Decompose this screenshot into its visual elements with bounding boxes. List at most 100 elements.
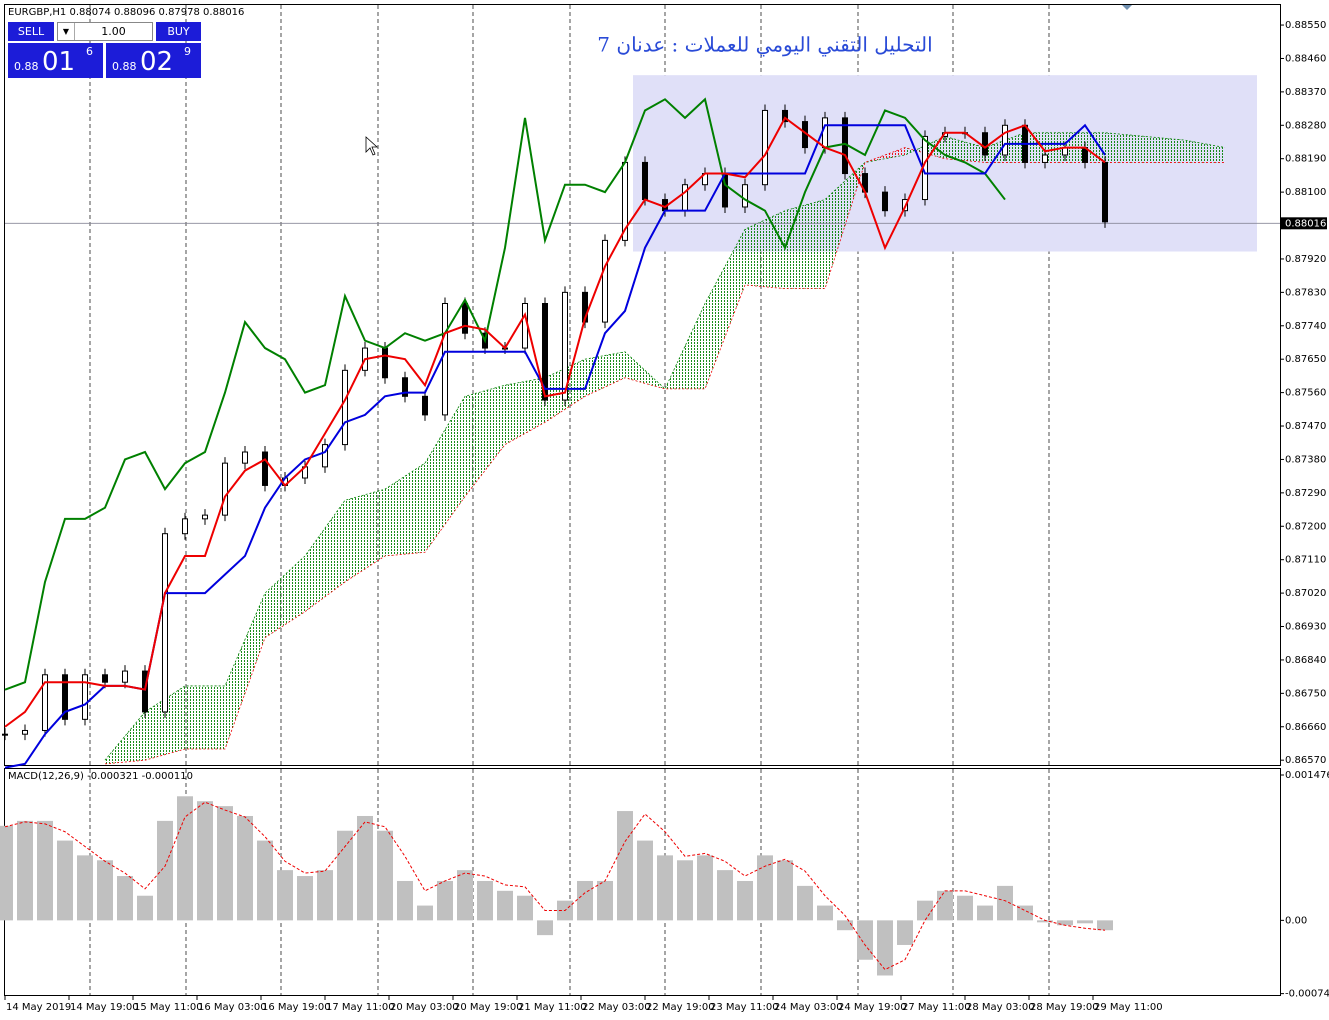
mouse-cursor [365,136,379,156]
x-tick-label: 21 May 11:00 [518,1002,587,1013]
candle [22,729,28,735]
candle [42,674,48,731]
chart-title: التحليل التقني اليومي للعملات : عدنان 7 [597,33,932,57]
macd-bar [577,880,593,921]
y-tick-label: 0.87470 [1285,421,1326,432]
candle [542,303,548,401]
x-tick-label: 28 May 03:00 [966,1002,1035,1013]
macd-bar [17,820,33,921]
y-tick-label: 0.86840 [1285,655,1326,666]
cloud-segment [145,685,185,761]
highlight-zone [633,75,1257,252]
sell-button[interactable]: SELL [8,22,54,41]
x-tick-label: 27 May 11:00 [902,1002,971,1013]
macd-bar [897,920,913,945]
buy-button[interactable]: BUY [156,22,201,41]
candle [122,670,128,683]
candle [242,451,248,464]
macd-bar [837,920,853,931]
candle [602,239,608,323]
cloud-segment [505,377,545,445]
macd-bar [337,830,353,921]
macd-bar [277,870,293,921]
lot-arrow[interactable]: ▼ [58,23,75,40]
candle [462,303,468,334]
candle [822,117,828,149]
macd-bar [517,895,533,921]
y-tick-label: 0.87920 [1285,254,1326,265]
y-tick-label: 0.86570 [1285,755,1326,766]
cloud-segment [705,229,745,389]
macd-bar [817,905,833,921]
symbol-header: EURGBP,H1 0.88074 0.88096 0.87978 0.8801… [8,7,244,18]
candle [642,161,648,201]
x-tick-label: 17 May 11:00 [326,1002,395,1013]
y-tick-label: 0.86750 [1285,688,1326,699]
price-point: 9 [184,45,191,58]
macd-bar [457,870,473,921]
macd-bar [37,820,53,921]
price-point: 6 [86,45,93,58]
candle [322,444,328,468]
macd-bar [317,870,333,921]
candle [162,533,168,713]
price-big: 02 [140,47,174,77]
x-tick-label: 28 May 19:00 [1030,1002,1099,1013]
y-tick-label: 0.00 [1285,915,1307,926]
cloud-segment [1025,132,1065,163]
macd-bar [537,920,553,936]
cloud-segment [1145,136,1185,163]
y-tick-label: 0.88280 [1285,120,1326,131]
y-tick-label: 0.87380 [1285,454,1326,465]
candle [62,674,68,720]
buy-price[interactable]: 0.88 02 9 [106,43,201,78]
macd-bar [717,870,733,921]
candle [262,451,268,486]
candle [882,191,888,212]
y-tick-label: 0.87200 [1285,521,1326,532]
macd-bar [617,811,633,921]
candle [1042,154,1048,163]
cloud-segment [305,500,345,612]
y-tick-label: 0.87290 [1285,488,1326,499]
candle [82,674,88,720]
price-prefix: 0.88 [112,60,137,73]
lot-value: 1.00 [101,25,126,38]
macd-bar [737,880,753,921]
candle [562,291,568,401]
candle [182,518,188,535]
y-tick-label: -0.000744 [1285,989,1329,1000]
candle [682,184,688,212]
lot-input[interactable]: ▼ 1.00 [57,22,153,41]
candle [402,377,408,397]
scroll-marker [1122,5,1132,10]
macd-bar [917,900,933,921]
candle [222,462,228,516]
macd-bar [357,815,373,921]
candle [982,132,988,156]
macd-bar [237,815,253,921]
x-tick-label: 24 May 19:00 [838,1002,907,1013]
x-tick-label: 20 May 19:00 [454,1002,523,1013]
sell-price[interactable]: 0.88 01 6 [8,43,103,78]
y-tick-label: 0.87650 [1285,354,1326,365]
signal-line [4,801,1106,971]
macd-bar [777,860,793,921]
x-tick-label: 22 May 19:00 [646,1002,715,1013]
macd-bar [657,855,673,921]
macd-bar [1037,920,1053,923]
cloud-segment [265,555,305,638]
x-tick-label: 29 May 11:00 [1094,1002,1163,1013]
price-prefix: 0.88 [14,60,39,73]
candle [762,109,768,186]
x-tick-label: 23 May 11:00 [710,1002,779,1013]
y-tick-label: 0.88190 [1285,154,1326,165]
x-tick-label: 15 May 11:00 [134,1002,203,1013]
macd-bar [677,860,693,921]
x-tick-label: 14 May 19:00 [70,1002,139,1013]
macd-bar [377,830,393,921]
macd-bar [117,876,133,921]
macd-bar [157,820,173,921]
cloud-segment [385,463,425,556]
